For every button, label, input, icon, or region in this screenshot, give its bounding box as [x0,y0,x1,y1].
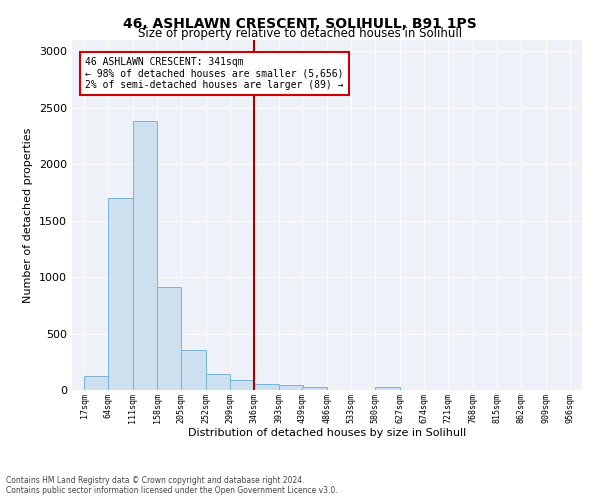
Bar [278,386,303,390]
Bar [84,376,109,390]
Bar [230,380,254,390]
Bar [302,387,327,390]
Bar [157,288,181,390]
Text: 46, ASHLAWN CRESCENT, SOLIHULL, B91 1PS: 46, ASHLAWN CRESCENT, SOLIHULL, B91 1PS [123,18,477,32]
Bar [206,374,230,390]
Bar [376,386,400,390]
Bar [181,350,206,390]
X-axis label: Distribution of detached houses by size in Solihull: Distribution of detached houses by size … [188,428,466,438]
Bar [109,198,133,390]
Text: Contains HM Land Registry data © Crown copyright and database right 2024.
Contai: Contains HM Land Registry data © Crown c… [6,476,338,495]
Text: Size of property relative to detached houses in Solihull: Size of property relative to detached ho… [138,28,462,40]
Text: 46 ASHLAWN CRESCENT: 341sqm
← 98% of detached houses are smaller (5,656)
2% of s: 46 ASHLAWN CRESCENT: 341sqm ← 98% of det… [85,57,344,90]
Bar [133,122,157,390]
Y-axis label: Number of detached properties: Number of detached properties [23,128,34,302]
Bar [254,384,278,390]
